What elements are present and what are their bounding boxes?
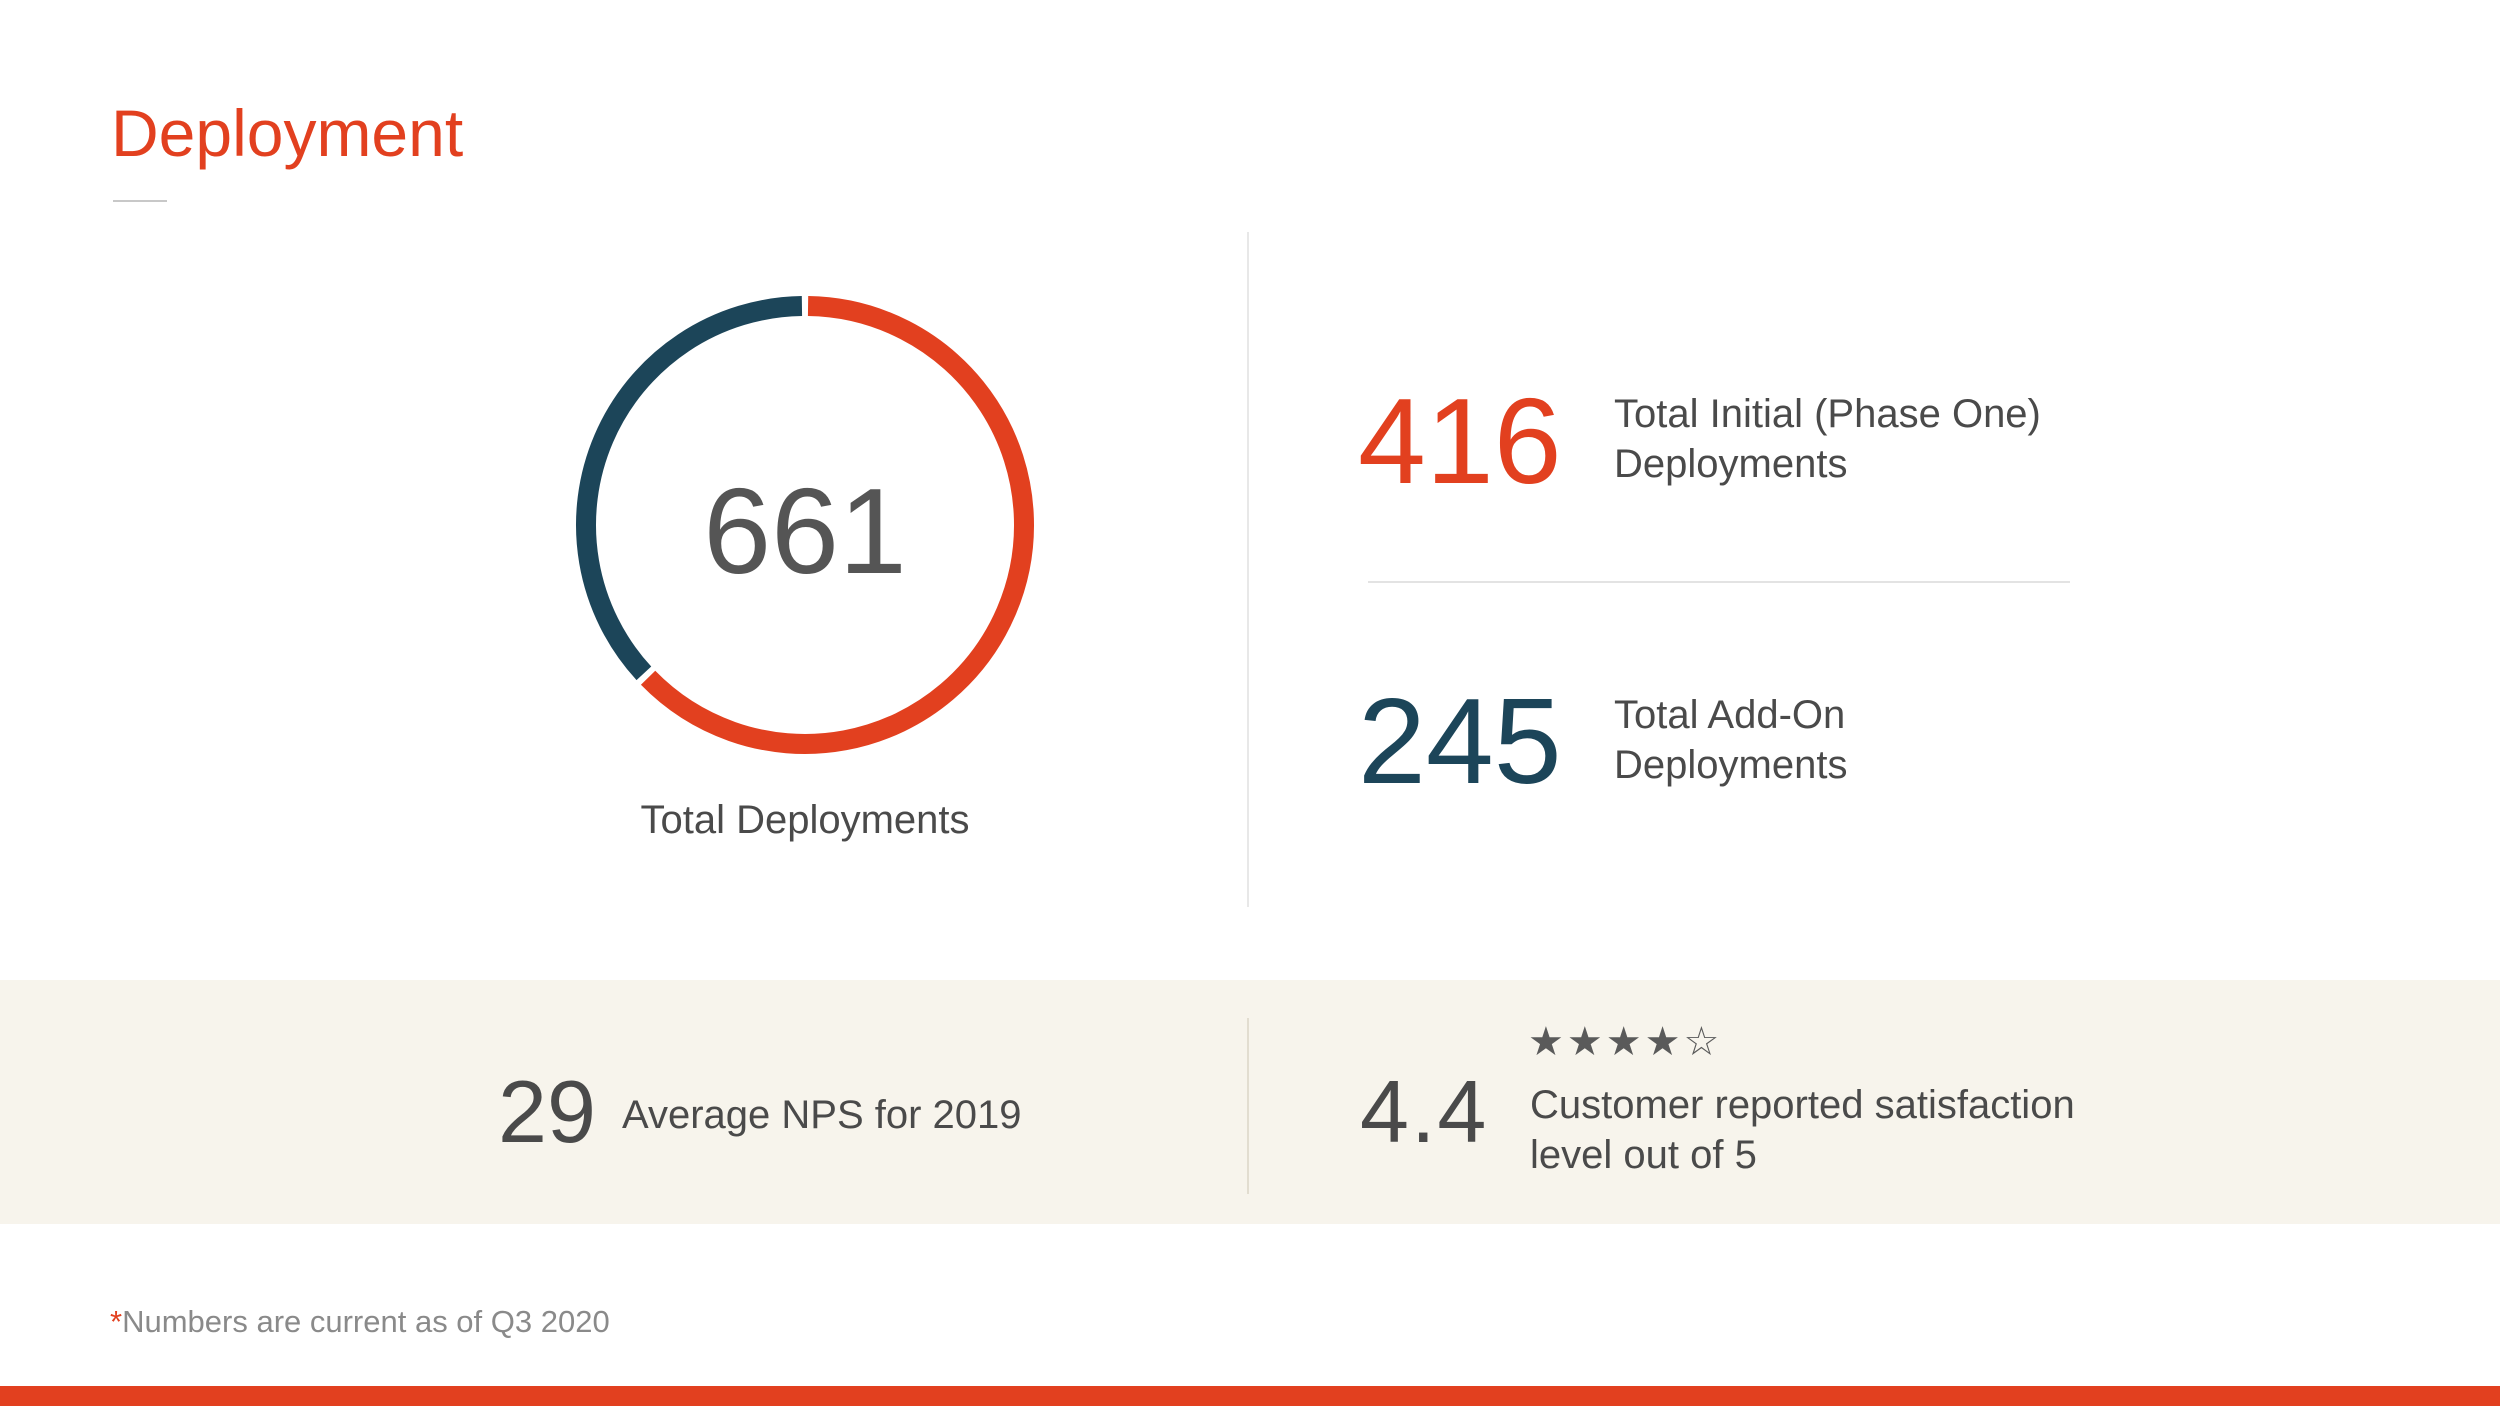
initial-label-line1: Total Initial (Phase One)	[1614, 392, 2041, 436]
initial-label-line2: Deployments	[1614, 442, 1848, 486]
bottom-accent-bar	[0, 1386, 2500, 1406]
band-divider	[1247, 1018, 1249, 1194]
footnote-text: Numbers are current as of Q3 2020	[122, 1304, 610, 1339]
satisfaction-label-line1: Customer reported satisfaction	[1530, 1083, 2075, 1127]
initial-deployments-label: Total Initial (Phase One) Deployments	[1614, 389, 2174, 489]
metrics-band	[0, 980, 2500, 1224]
satisfaction-value: 4.4	[1360, 1062, 1489, 1161]
satisfaction-label: Customer reported satisfaction level out…	[1530, 1080, 2230, 1180]
initial-deployments-value: 416	[1358, 373, 1562, 509]
page-title: Deployment	[111, 96, 464, 170]
donut-segment-addon	[576, 296, 803, 681]
star-rating-icon: ★★★★☆	[1528, 1020, 1723, 1064]
horizontal-divider	[1368, 581, 2070, 583]
addon-deployments-label: Total Add-On Deployments	[1614, 690, 2174, 790]
donut-segments	[576, 296, 1034, 754]
donut-segment-initial	[640, 296, 1034, 754]
title-underline	[113, 200, 167, 202]
addon-label-line2: Deployments	[1614, 743, 1848, 787]
total-deployments-label: Total Deployments	[640, 798, 970, 842]
total-deployments-value: 661	[703, 463, 907, 599]
addon-label-line1: Total Add-On	[1614, 693, 1846, 737]
footnote-marker: *	[110, 1304, 123, 1339]
addon-deployments-value: 245	[1358, 673, 1562, 809]
nps-label: Average NPS for 2019	[622, 1093, 1022, 1137]
footnote: *Numbers are current as of Q3 2020	[110, 1306, 610, 1337]
satisfaction-label-line2: level out of 5	[1530, 1133, 1757, 1177]
nps-value: 29	[498, 1062, 596, 1161]
deployments-donut-chart	[576, 296, 1034, 754]
vertical-divider	[1247, 232, 1249, 907]
